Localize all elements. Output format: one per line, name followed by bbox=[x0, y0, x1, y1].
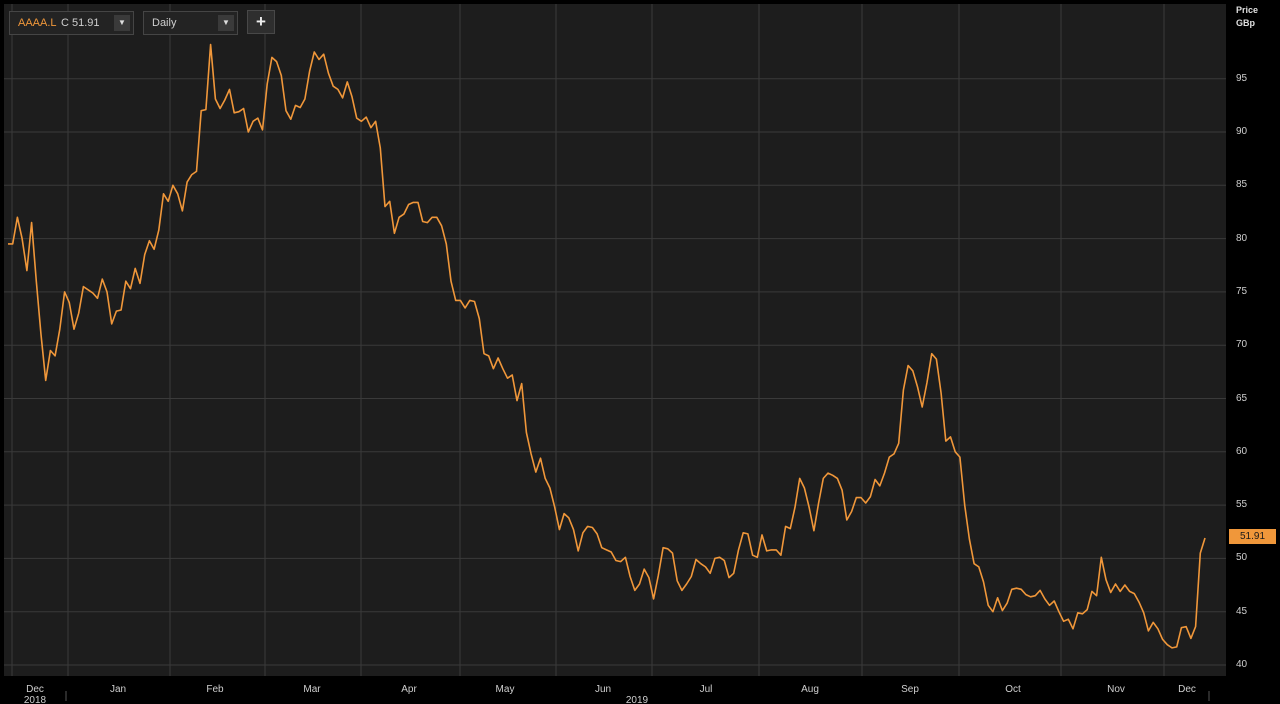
x-tick-label: Mar bbox=[303, 684, 321, 695]
x-tick-label: Dec bbox=[1178, 684, 1196, 695]
x-tick-label: Oct bbox=[1005, 684, 1021, 695]
y-tick-label: 90 bbox=[1236, 126, 1248, 137]
y-tick-label: 80 bbox=[1236, 232, 1248, 244]
last-price-tag: 51.91 bbox=[1229, 529, 1276, 544]
x-axis-band bbox=[4, 676, 1226, 704]
chevron-down-icon[interactable]: ▼ bbox=[218, 15, 234, 31]
y-tick-label: 75 bbox=[1236, 285, 1248, 297]
x-tick-label: Aug bbox=[801, 684, 819, 695]
x-tick-label: Jul bbox=[700, 684, 713, 695]
y-tick-label: 70 bbox=[1236, 339, 1248, 351]
price-axis-title: Price GBp bbox=[1236, 4, 1258, 30]
price-label: Price bbox=[1236, 5, 1259, 15]
y-tick-label: 45 bbox=[1236, 605, 1248, 617]
chart-area: Dec Jan Feb Mar Apr May Jun Jul Aug Sep Oct Nov Dec 2… bbox=[4, 4, 1226, 704]
price-chart: Dec Jan Feb Mar Apr May Jun Jul Aug Sep Oct Nov Dec2… bbox=[4, 4, 1226, 704]
y-tick-label: 50 bbox=[1236, 552, 1248, 564]
price-line bbox=[8, 43, 1206, 649]
x-tick-label: Sep bbox=[901, 684, 919, 695]
y-tick-label: 40 bbox=[1236, 659, 1248, 670]
x-tick-label: Feb bbox=[206, 684, 224, 695]
y-tick-label: 55 bbox=[1236, 499, 1248, 511]
y-tick-label: 60 bbox=[1236, 445, 1248, 457]
y-tick-label: 65 bbox=[1236, 392, 1248, 404]
year-label: 2018 bbox=[24, 695, 47, 704]
x-tick-label: Nov bbox=[1107, 684, 1125, 695]
x-tick-label: Apr bbox=[401, 684, 417, 695]
chevron-down-icon[interactable]: ▼ bbox=[114, 15, 130, 31]
unit-label: GBp bbox=[1236, 18, 1255, 28]
year-label: 2019 bbox=[626, 695, 649, 704]
x-tick-label: Dec bbox=[26, 684, 44, 695]
interval-label: Daily bbox=[152, 17, 177, 29]
y-tick-label: 85 bbox=[1236, 179, 1248, 191]
interval-selector[interactable]: Daily ▼ bbox=[143, 11, 238, 35]
x-tick-label: Jun bbox=[595, 684, 611, 695]
ticker-close-value: C 51.91 bbox=[61, 17, 100, 29]
x-tick-label: May bbox=[496, 684, 515, 695]
ticker-symbol: AAAA.L bbox=[18, 17, 57, 29]
add-button[interactable]: + bbox=[247, 10, 275, 34]
y-tick-label: 95 bbox=[1236, 72, 1248, 84]
x-tick-label: Jan bbox=[110, 684, 126, 695]
ticker-selector[interactable]: AAAA.L C 51.91 ▼ bbox=[9, 11, 134, 35]
